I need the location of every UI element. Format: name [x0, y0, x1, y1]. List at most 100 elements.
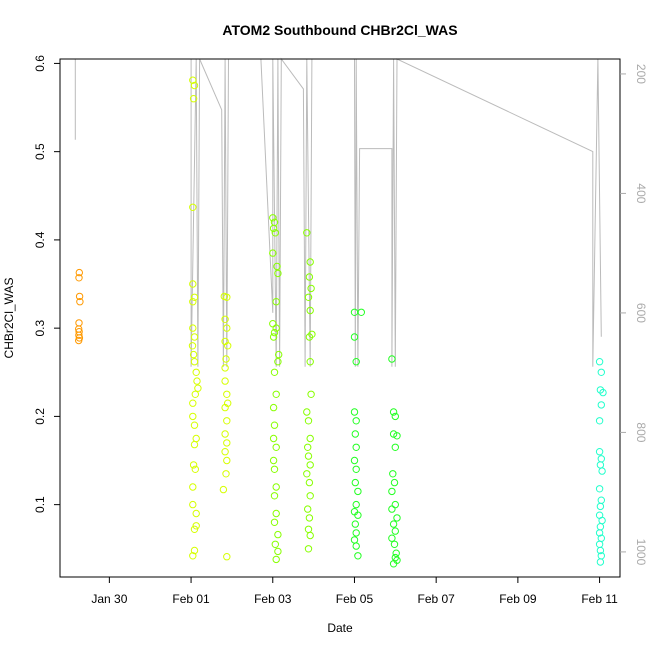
- data-point: [188, 342, 197, 350]
- data-point: [350, 308, 359, 316]
- data-point: [393, 432, 401, 440]
- data-point: [221, 377, 229, 385]
- y-tick-label: 0.1: [33, 496, 47, 513]
- data-point: [596, 461, 605, 469]
- data-point: [306, 306, 314, 315]
- data-point: [388, 355, 396, 363]
- data-point: [192, 368, 200, 376]
- data-point: [269, 403, 278, 412]
- data-point: [304, 545, 313, 553]
- y-axis-right: 200 400 600 800 1000: [620, 64, 648, 566]
- data-point: [305, 333, 314, 341]
- data-point: [352, 542, 360, 550]
- x-tick-label: Feb 09: [499, 592, 537, 606]
- data-point: [595, 417, 604, 425]
- y-right-tick-label: 400: [634, 183, 648, 203]
- data-point: [269, 434, 278, 443]
- data-point: [306, 531, 314, 540]
- data-point: [190, 421, 199, 429]
- x-tick-label: Feb 03: [254, 592, 292, 606]
- data-point: [352, 417, 360, 425]
- data-point: [595, 540, 604, 548]
- data-point: [274, 530, 282, 539]
- x-tick-label: Feb 01: [172, 592, 210, 606]
- data-point: [597, 496, 605, 504]
- data-point: [270, 465, 279, 473]
- data-point: [190, 293, 199, 301]
- x-axis-title: Date: [327, 621, 353, 635]
- data-point: [269, 214, 277, 222]
- data-point: [354, 487, 362, 496]
- data-point: [75, 319, 83, 327]
- data-point: [352, 358, 360, 366]
- data-point: [307, 390, 315, 398]
- data-point: [306, 461, 314, 469]
- x-tick-label: Feb 11: [581, 592, 618, 606]
- data-point: [221, 315, 229, 323]
- data-point: [190, 81, 199, 90]
- data-point: [270, 368, 279, 376]
- data-point: [222, 355, 230, 363]
- data-point: [391, 500, 399, 509]
- plot-frame: [59, 58, 621, 578]
- data-point: [269, 224, 278, 233]
- data-point: [351, 430, 359, 438]
- data-point: [272, 443, 280, 451]
- data-point: [189, 203, 197, 212]
- data-point: [274, 269, 282, 278]
- data-point: [192, 522, 200, 530]
- data-point: [189, 500, 197, 509]
- data-point: [270, 518, 279, 526]
- data-point: [352, 529, 360, 537]
- y-tick-label: 0.6: [33, 55, 47, 72]
- data-point: [189, 76, 197, 84]
- data-point: [597, 401, 605, 409]
- data-point: [350, 536, 359, 544]
- y-right-tick-label: 200: [634, 64, 648, 84]
- data-point: [391, 412, 399, 421]
- data-point: [595, 448, 604, 456]
- data-point: [354, 511, 362, 519]
- y-tick-label: 0.3: [33, 319, 47, 336]
- data-point: [597, 455, 605, 463]
- data-point: [221, 448, 229, 456]
- data-point: [595, 358, 604, 366]
- data-point: [273, 262, 281, 271]
- y-right-tick-label: 600: [634, 303, 648, 323]
- data-point: [306, 358, 314, 366]
- data-point: [75, 268, 84, 277]
- data-point: [221, 403, 229, 412]
- data-point: [223, 553, 231, 561]
- data-point: [596, 546, 605, 555]
- data-point: [304, 443, 312, 451]
- data-point: [389, 470, 397, 478]
- data-point: [75, 274, 83, 282]
- data-point: [272, 324, 280, 332]
- data-point: [352, 443, 360, 451]
- y-tick-label: 0.4: [33, 231, 47, 248]
- data-point: [221, 364, 229, 372]
- data-point: [189, 412, 197, 421]
- data-point: [190, 525, 199, 533]
- y-right-tick-label: 1000: [634, 539, 648, 566]
- x-tick-label: Feb 07: [417, 592, 455, 606]
- data-point: [304, 505, 312, 513]
- data-point: [350, 456, 359, 465]
- data-point: [223, 324, 231, 332]
- x-tick-label: Jan 30: [91, 592, 127, 606]
- data-point: [75, 292, 84, 301]
- data-point: [189, 552, 197, 560]
- data-point: [303, 470, 311, 478]
- data-point: [223, 293, 231, 301]
- data-point: [352, 500, 360, 509]
- x-tick-label: Feb 05: [336, 592, 374, 606]
- data-point: [598, 467, 606, 475]
- data-point: [595, 529, 604, 537]
- data-point: [306, 434, 314, 443]
- data-point: [224, 342, 232, 350]
- data-point: [189, 298, 197, 306]
- data-point: [271, 540, 279, 548]
- data-point: [390, 478, 399, 487]
- data-point: [189, 483, 197, 491]
